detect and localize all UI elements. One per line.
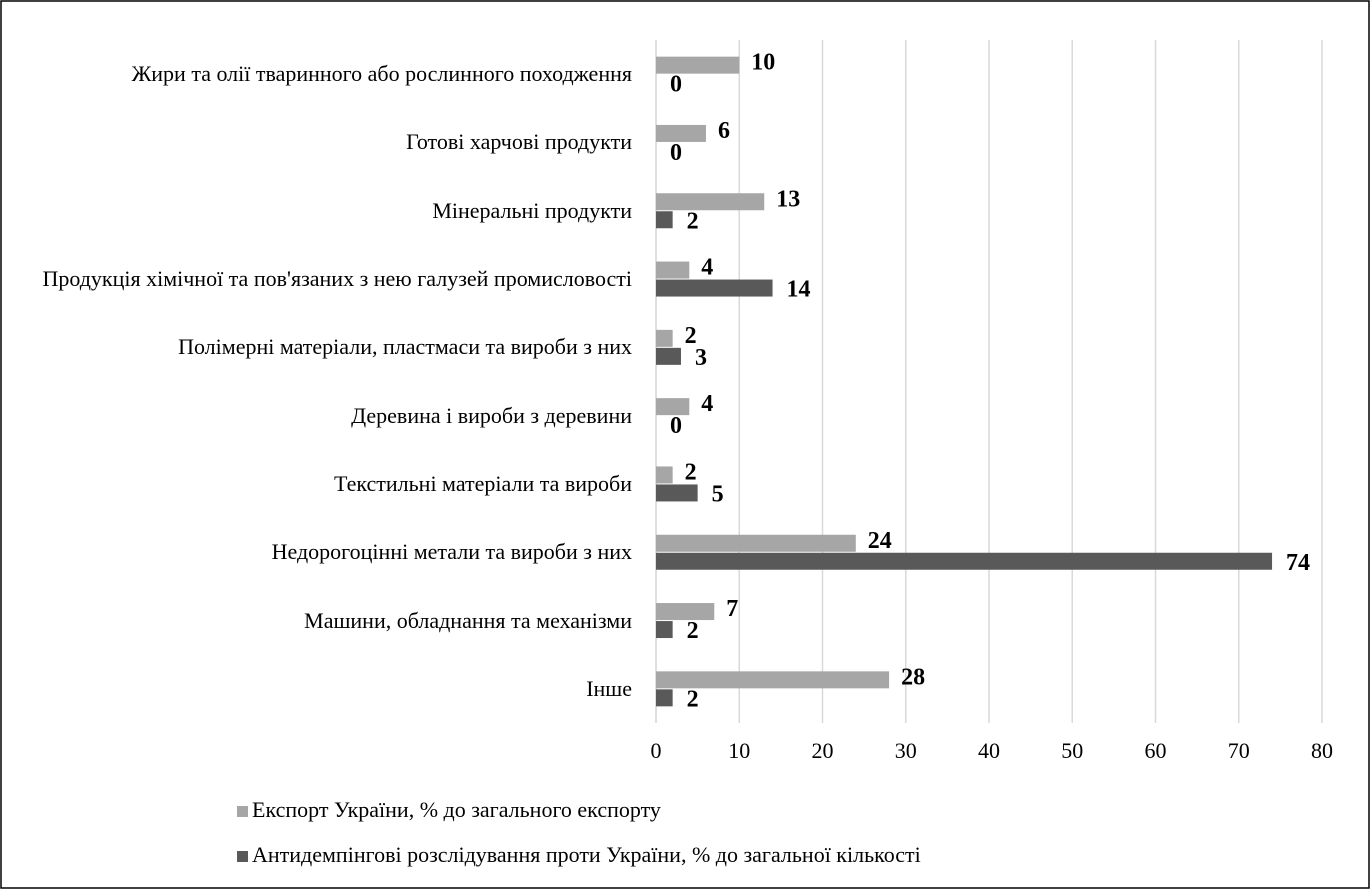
data-label: 28 (901, 664, 925, 690)
bar (656, 621, 673, 639)
y-tick-label: Деревина і вироби з деревини (351, 402, 632, 428)
category-label-box: Жири та олії тваринного або рослинного п… (132, 40, 632, 108)
y-tick-label: Готові харчові продукти (406, 129, 632, 155)
y-tick-label: Інше (586, 675, 632, 701)
bar (656, 261, 690, 279)
x-tick-label: 70 (1228, 738, 1250, 763)
category-label-box: Недорогоцінні метали та вироби з них (272, 518, 632, 586)
x-tick-label: 80 (1311, 738, 1333, 763)
bar (656, 534, 856, 552)
y-tick-label: Жири та олії тваринного або рослинного п… (131, 61, 632, 87)
x-tick-label: 40 (978, 738, 1000, 763)
bar (656, 466, 673, 484)
category-label-box: Текстильні матеріали та вироби (334, 450, 632, 518)
bar (656, 56, 740, 74)
data-label: 13 (776, 186, 800, 212)
bar (656, 552, 1273, 570)
y-tick-label: Полімерні матеріали, пластмаси та вироби… (178, 334, 632, 360)
bar (656, 124, 706, 142)
data-label: 5 (712, 481, 724, 507)
bar (656, 211, 673, 229)
category-label-box: Машини, обладнання та механізми (304, 587, 632, 655)
category-label-box: Деревина і вироби з деревини (351, 382, 632, 450)
x-tick-label: 30 (895, 738, 917, 763)
data-label: 14 (787, 277, 811, 303)
x-tick-label: 10 (728, 738, 750, 763)
y-tick-label: Мінеральні продукти (432, 197, 632, 223)
legend-swatch (237, 851, 248, 862)
bar (656, 329, 673, 347)
bar (656, 193, 765, 211)
data-label: 0 (670, 72, 682, 98)
category-label-box: Інше (586, 655, 632, 723)
x-tick-label: 50 (1061, 738, 1083, 763)
bar (656, 671, 890, 689)
bar (656, 398, 690, 416)
legend-label: Експорт України, % до загального експорт… (252, 797, 661, 822)
data-label: 7 (726, 596, 738, 622)
category-label-box: Полімерні матеріали, пластмаси та вироби… (178, 313, 632, 381)
category-label-box: Продукція хімічної та пов'язаних з нею г… (42, 245, 632, 313)
data-label: 0 (670, 413, 682, 439)
y-tick-label: Продукція хімічної та пов'язаних з нею г… (42, 266, 632, 292)
data-label: 24 (868, 528, 892, 554)
legend-label: Антидемпінгові розслідування проти Украї… (252, 842, 921, 867)
data-label: 74 (1286, 550, 1310, 576)
data-label: 0 (670, 140, 682, 166)
bar (656, 484, 698, 502)
y-tick-label: Недорогоцінні метали та вироби з них (271, 539, 632, 565)
data-label: 4 (701, 255, 713, 281)
category-label-box: Готові харчові продукти (406, 108, 632, 176)
data-label: 3 (695, 345, 707, 371)
y-tick-label: Текстильні матеріали та вироби (334, 470, 632, 496)
data-label: 2 (685, 323, 697, 349)
bar (656, 279, 773, 297)
bar (656, 603, 715, 621)
data-label: 2 (687, 618, 699, 644)
x-tick-label: 0 (651, 738, 662, 763)
data-label: 2 (685, 459, 697, 485)
bar (656, 347, 681, 365)
data-label: 2 (687, 686, 699, 712)
data-label: 2 (687, 208, 699, 234)
bar (656, 689, 673, 707)
category-label-box: Мінеральні продукти (432, 177, 632, 245)
data-label: 6 (718, 118, 730, 144)
y-tick-label: Машини, обладнання та механізми (304, 607, 632, 633)
legend-swatch (237, 806, 248, 817)
data-label: 10 (751, 50, 775, 76)
x-tick-label: 60 (1145, 738, 1167, 763)
x-tick-label: 20 (812, 738, 834, 763)
data-label: 4 (701, 391, 713, 417)
